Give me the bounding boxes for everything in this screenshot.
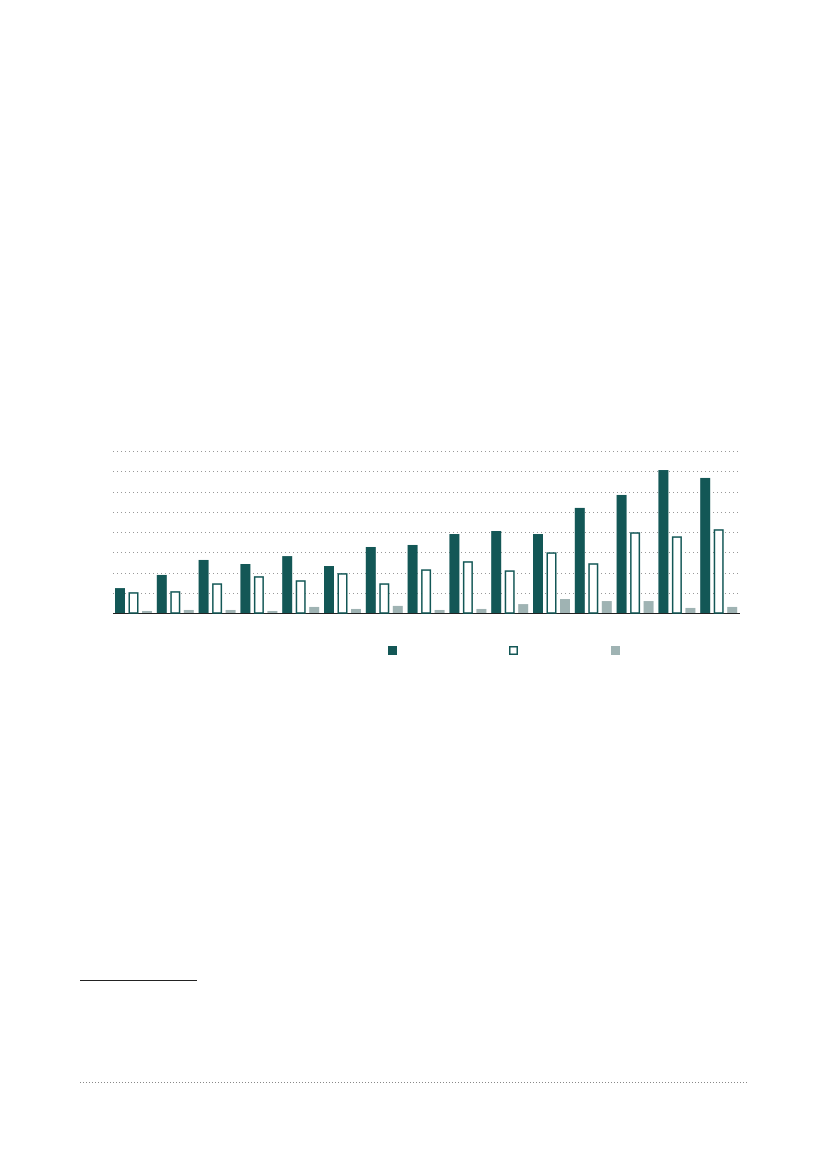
- bar: [295, 580, 306, 614]
- bar: [601, 601, 612, 613]
- bar: [671, 536, 682, 614]
- legend-marker: [388, 646, 397, 655]
- bar: [713, 529, 724, 614]
- bar: [407, 544, 418, 613]
- bar: [462, 561, 473, 614]
- bar: [504, 570, 515, 614]
- bar: [282, 556, 293, 613]
- legend-marker: [509, 646, 518, 655]
- bar: [379, 583, 390, 614]
- legend-marker: [611, 646, 620, 655]
- bar: [392, 605, 403, 613]
- bar: [533, 534, 543, 613]
- bar: [546, 552, 557, 614]
- bar: [225, 609, 236, 613]
- bar: [351, 608, 361, 613]
- bar: [588, 563, 599, 614]
- bar: [115, 588, 125, 613]
- bar: [170, 591, 181, 614]
- bar: [365, 546, 376, 613]
- bar: [337, 573, 348, 614]
- bar: [253, 576, 264, 614]
- bar: [727, 606, 738, 613]
- bar: [198, 559, 209, 613]
- bar: [574, 507, 585, 613]
- bar: [491, 530, 502, 613]
- bar: [700, 477, 711, 613]
- bar: [212, 583, 223, 614]
- bar: [616, 494, 627, 613]
- bar: [324, 566, 334, 613]
- bar: [658, 470, 669, 613]
- bar: [685, 607, 696, 613]
- bar: [156, 574, 167, 613]
- bar: [476, 608, 487, 613]
- bar: [449, 534, 460, 613]
- bar: [240, 563, 251, 613]
- bar: [267, 610, 278, 613]
- bar: [183, 609, 194, 613]
- bar: [142, 610, 152, 613]
- bar: [518, 604, 529, 613]
- bar: [643, 601, 654, 613]
- bar: [128, 592, 139, 614]
- bar: [309, 606, 320, 613]
- bar: [630, 532, 641, 614]
- bar: [560, 599, 570, 613]
- bar: [421, 569, 432, 614]
- bar: [434, 609, 445, 613]
